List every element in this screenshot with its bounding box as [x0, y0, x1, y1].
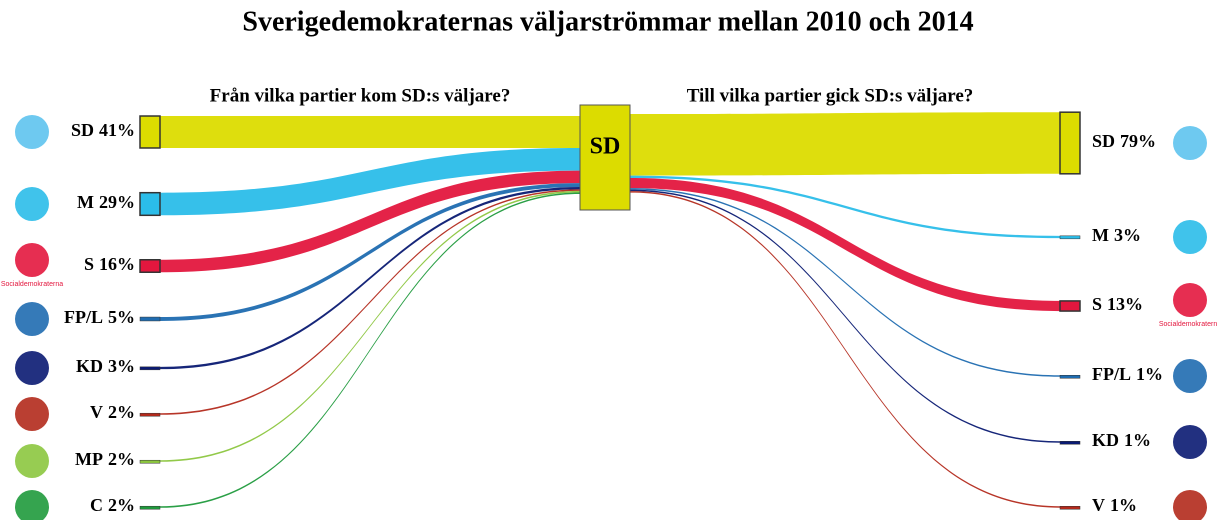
node-label: C 2% [90, 495, 135, 515]
value-label: 16% [99, 254, 135, 274]
party-name: SD [1092, 131, 1115, 151]
party-logo [1173, 490, 1207, 520]
party-name: V [1092, 495, 1105, 515]
center-label: SD [590, 134, 621, 160]
node [139, 505, 161, 510]
party-logo [15, 115, 49, 149]
party-logo [1173, 126, 1207, 160]
node [139, 115, 161, 149]
value-label: 3% [1114, 225, 1141, 245]
flow [630, 175, 1060, 239]
flow [160, 192, 580, 508]
flow [630, 112, 1060, 176]
value-label: 13% [1107, 294, 1143, 314]
node [1059, 441, 1081, 445]
flow [160, 116, 580, 148]
flow [160, 183, 580, 321]
node-label: S 16% [84, 254, 135, 274]
party-name: KD [1092, 430, 1119, 450]
party-name: S [1092, 294, 1102, 314]
node [139, 316, 161, 322]
logo-text: Socialdemokraterna [1, 281, 63, 288]
party-name: V [90, 402, 103, 422]
party-logo [15, 302, 49, 336]
party-name: C [90, 495, 103, 515]
party-name: MP [75, 449, 103, 469]
party-logo [1173, 359, 1207, 393]
node-label: V 1% [1092, 495, 1137, 515]
center-node [579, 104, 631, 211]
value-label: 2% [108, 495, 135, 515]
party-logo [1173, 283, 1207, 317]
party-name: FP/L [1092, 364, 1131, 384]
flow [160, 186, 580, 370]
node-label: M 29% [77, 192, 135, 212]
node-label: S 13% [1092, 294, 1143, 314]
node [139, 366, 161, 371]
party-name: M [1092, 225, 1109, 245]
party-logo [15, 397, 49, 431]
value-label: 79% [1120, 131, 1156, 151]
node-label: SD 41% [71, 120, 135, 140]
node [1059, 111, 1081, 175]
party-logo [15, 444, 49, 478]
flow [630, 177, 1060, 312]
value-label: 1% [1136, 364, 1163, 384]
flow [160, 170, 580, 273]
flow [630, 189, 1060, 443]
flow [160, 190, 580, 462]
value-label: 1% [1110, 495, 1137, 515]
node [139, 412, 161, 417]
value-label: 1% [1124, 430, 1151, 450]
side-title: Från vilka partier kom SD:s väljare? [210, 85, 511, 106]
flow [160, 189, 580, 415]
party-logo [1173, 220, 1207, 254]
value-label: 2% [108, 449, 135, 469]
value-label: 29% [99, 192, 135, 212]
logo-text: Socialdemokraterna [1159, 321, 1217, 328]
node-label: FP/L 1% [1092, 364, 1163, 384]
party-name: S [84, 254, 94, 274]
value-label: 2% [108, 402, 135, 422]
party-logo [15, 243, 49, 277]
party-logo [15, 351, 49, 385]
node [1059, 506, 1081, 510]
node [139, 259, 161, 273]
value-label: 5% [108, 307, 135, 327]
party-logo [15, 490, 49, 520]
party-name: FP/L [64, 307, 103, 327]
value-label: 41% [99, 120, 135, 140]
node [1059, 375, 1081, 379]
party-logo [15, 187, 49, 221]
node [1059, 235, 1081, 240]
side-title: Till vilka partier gick SD:s väljare? [687, 85, 974, 106]
node [139, 191, 161, 217]
value-label: 3% [108, 356, 135, 376]
flow [160, 147, 580, 216]
node-label: V 2% [90, 402, 135, 422]
flow [630, 188, 1060, 377]
party-name: SD [71, 120, 94, 140]
node-label: KD 1% [1092, 430, 1151, 450]
node-label: MP 2% [75, 449, 135, 469]
node-label: KD 3% [76, 356, 135, 376]
party-name: M [77, 192, 94, 212]
party-logo [1173, 425, 1207, 459]
chart-title: Sverigedemokraternas väljarströmmar mell… [242, 6, 973, 37]
node-label: M 3% [1092, 225, 1141, 245]
node-label: FP/L 5% [64, 307, 135, 327]
flow [630, 191, 1060, 508]
node [139, 459, 161, 464]
node [1059, 300, 1081, 312]
party-name: KD [76, 356, 103, 376]
node-label: SD 79% [1092, 131, 1156, 151]
